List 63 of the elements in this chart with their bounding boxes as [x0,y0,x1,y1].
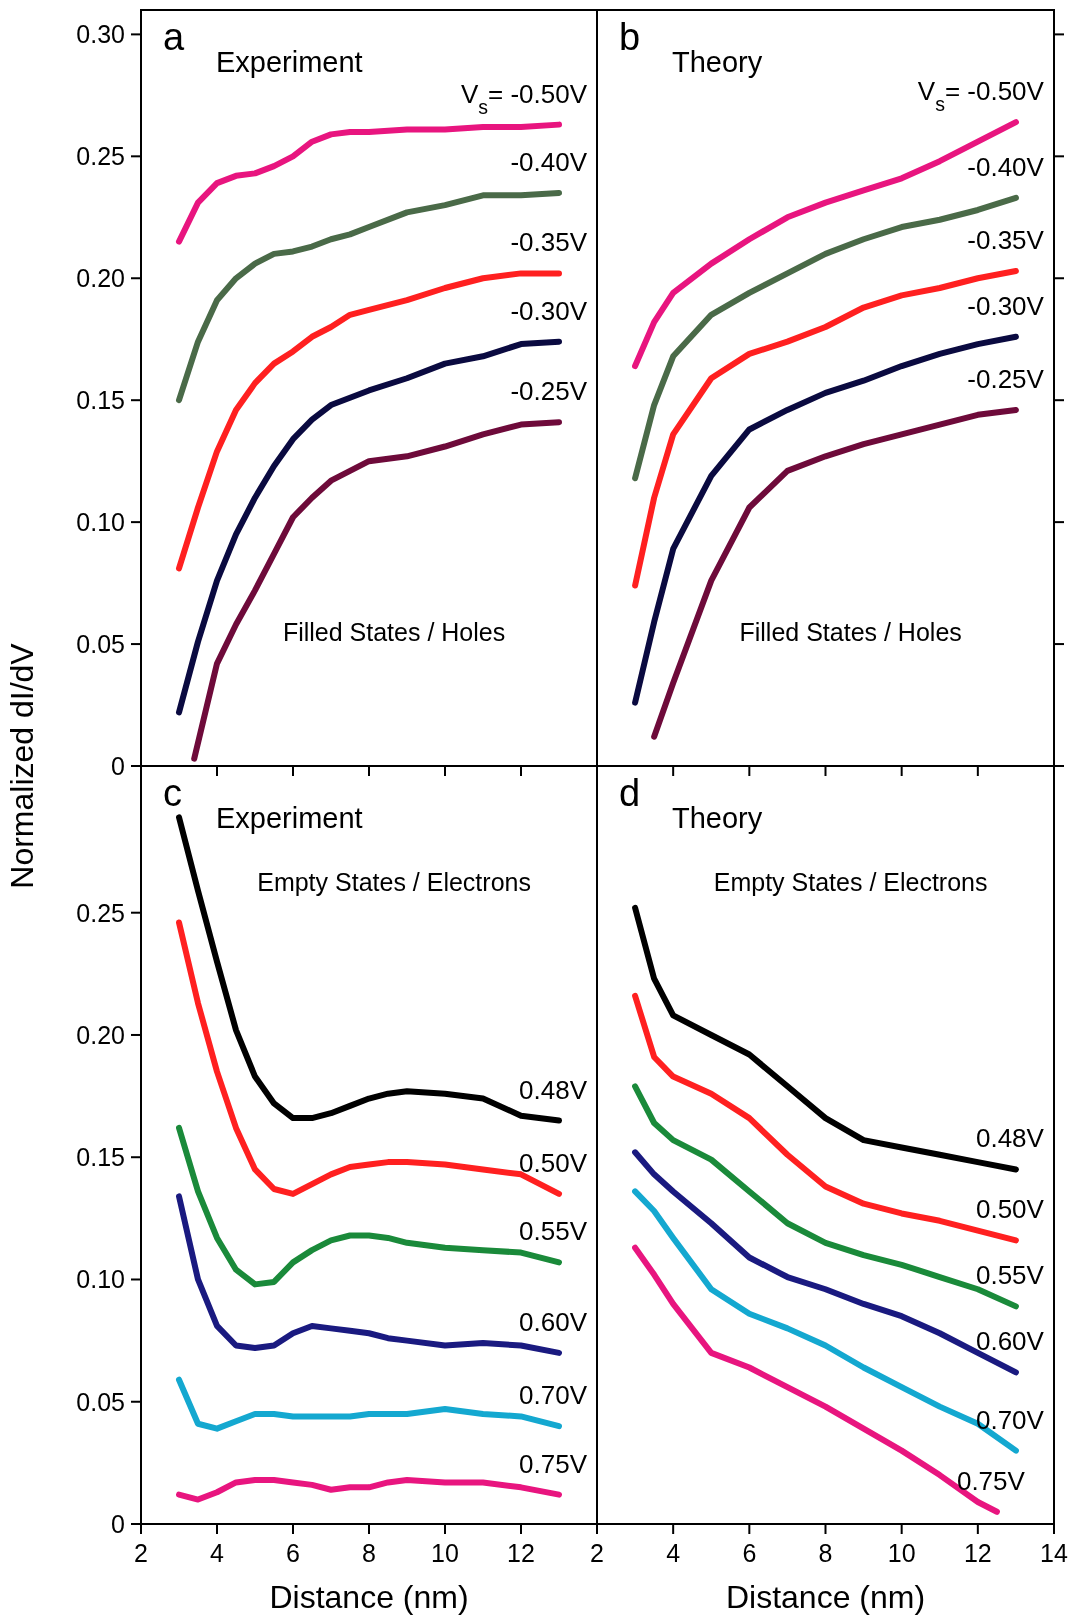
y-tick-label: 0.05 [76,1387,125,1416]
y-tick-label: 0.25 [76,898,125,927]
series-label: 0.75V [956,1465,1026,1496]
series-label: -0.25V [510,376,588,407]
series-label: 0.75V [519,1448,588,1479]
series-label: 0.55V [519,1216,588,1247]
y-tick-label: 0.20 [76,1020,125,1049]
y-tick-label: 0.05 [76,630,125,659]
chart-title: d [619,772,641,814]
x-tick-label: 2 [134,1539,148,1567]
text: Theory [672,802,763,834]
x-tick-label: 12 [963,1539,992,1567]
series-label: -0.35V [510,227,588,258]
annotation: Empty States / Electrons [257,868,531,897]
series-label: 0.50V [519,1147,588,1178]
y-tick-label: 0.25 [76,142,125,171]
series-label: 0.60V [519,1306,588,1337]
annotation: Empty States / Electrons [713,868,988,897]
series-label: -0.30V [967,290,1045,321]
series-label: 0.55V [975,1260,1045,1291]
x-axis-title: Distance (nm) [269,1579,469,1615]
x-axis-title: Distance (nm) [725,1579,926,1615]
y-tick-label: 0.20 [76,264,125,293]
x-tick-label: 4 [666,1539,681,1567]
y-tick-label: 0 [111,1510,125,1538]
y-tick-label: 0.10 [76,508,125,537]
x-tick-label: 6 [742,1539,757,1567]
annotation: Filled States / Holes [282,618,506,647]
series-label: 0.70V [519,1380,588,1411]
y-tick-label: 0.15 [76,386,125,415]
series-label: 0.48V [975,1123,1045,1154]
y-axis-title: Normalized dI/dV [4,642,40,889]
series-label: -0.40V [967,151,1045,182]
series-label: V$_{s}$= -0.50V [917,76,1045,116]
chart-title: c [163,772,182,814]
series-label: V$_{s}$= -0.50V [460,78,588,118]
chart-title: b [619,16,641,58]
chart-title: a [163,16,185,58]
text: Experiment [216,46,363,78]
series-label: -0.25V [967,363,1045,394]
series-label: 0.48V [519,1074,588,1105]
x-tick-label: 2 [590,1539,604,1567]
y-tick-label: 0.10 [76,1265,125,1294]
x-tick-label: 14 [1040,1539,1068,1567]
x-tick-label: 8 [362,1539,376,1567]
text: Theory [672,46,763,78]
y-tick-label: 0.30 [76,20,125,49]
y-tick-label: 0.15 [76,1143,125,1172]
x-tick-label: 10 [887,1539,916,1567]
series-label: -0.40V [510,146,588,177]
x-tick-label: 8 [818,1539,833,1567]
series-label: -0.35V [967,224,1045,255]
annotation: Filled States / Holes [739,618,962,647]
series-label: 0.50V [975,1194,1045,1225]
x-tick-label: 4 [210,1539,225,1567]
y-tick-label: 0 [111,752,125,780]
text: Experiment [216,802,363,834]
x-tick-label: 10 [431,1539,459,1567]
series-label: 0.60V [975,1326,1045,1357]
x-tick-label: 6 [286,1539,300,1567]
series-label: 0.70V [975,1404,1045,1435]
x-tick-label: 12 [507,1539,535,1567]
series-label: -0.30V [510,295,588,326]
